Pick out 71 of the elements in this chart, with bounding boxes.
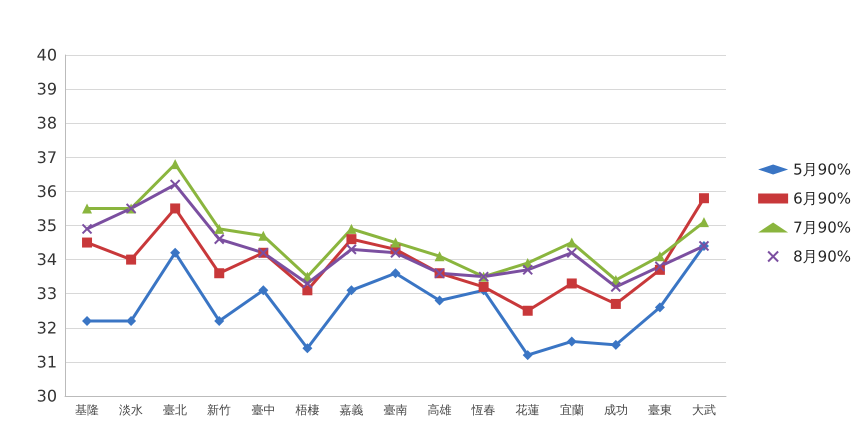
point [346, 234, 356, 244]
point [654, 302, 665, 312]
x-tick-label: 淡水 [119, 403, 144, 417]
point [522, 264, 534, 276]
legend-label: 6月90% [793, 190, 852, 208]
point [566, 336, 577, 346]
x-tick-label: 嘉義 [339, 403, 364, 417]
y-tick-label: 40 [36, 46, 57, 64]
x-tick-label: 臺北 [163, 403, 188, 417]
point [346, 244, 357, 255]
point [170, 159, 180, 170]
point [258, 285, 268, 296]
point [82, 238, 92, 248]
point [390, 238, 400, 248]
x-tick-label: 臺南 [384, 403, 408, 417]
point [214, 316, 224, 326]
x-tick-label: 新竹 [207, 403, 232, 417]
y-tick-label: 31 [36, 352, 57, 372]
y-tick-label: 39 [36, 80, 57, 99]
x-tick-label: 宜蘭 [560, 403, 584, 417]
point [698, 217, 709, 228]
x-tick-label: 臺中 [251, 403, 276, 417]
point [698, 193, 709, 204]
point [390, 247, 401, 258]
point [522, 306, 533, 316]
point [258, 230, 268, 241]
x-tick-label: 基隆 [75, 403, 100, 417]
point [522, 350, 533, 360]
y-tick-label: 32 [36, 318, 57, 338]
point [610, 298, 621, 309]
point [214, 224, 224, 234]
point [82, 203, 92, 214]
point [566, 278, 577, 288]
point [170, 179, 181, 190]
point [170, 203, 180, 214]
point [214, 234, 225, 245]
x-tick-label: 恆春 [470, 403, 496, 417]
point [170, 248, 180, 258]
point [434, 251, 445, 262]
y-tick-label: 38 [36, 114, 57, 133]
x-tick-label: 成功 [604, 403, 628, 417]
legend-label: 8月90% [793, 248, 852, 266]
point [82, 223, 93, 234]
legend-label: 7月90% [793, 218, 852, 236]
point [434, 296, 445, 306]
point [566, 238, 577, 248]
point [654, 251, 665, 262]
y-tick-label: 30 [36, 386, 57, 406]
x-tick-label: 臺東 [648, 403, 672, 417]
point [302, 278, 313, 289]
point [214, 268, 224, 278]
point [346, 285, 356, 296]
point [126, 316, 136, 326]
point [566, 247, 578, 258]
legend-label: 5月90% [793, 160, 852, 178]
x-tick-label: 大武 [692, 403, 716, 417]
point [654, 260, 666, 272]
point [610, 340, 621, 350]
point [126, 254, 136, 265]
x-tick-label: 梧棲 [294, 403, 320, 417]
point [478, 282, 489, 292]
x-tick-label: 花蓮 [516, 403, 540, 417]
y-tick-label: 36 [36, 182, 57, 201]
x-tick-label: 高雄 [428, 403, 452, 417]
y-tick-label: 37 [36, 148, 57, 167]
point [610, 281, 622, 292]
y-tick-label: 34 [36, 250, 57, 270]
point [390, 268, 400, 278]
y-tick-label: 35 [36, 216, 57, 235]
point [302, 343, 312, 354]
y-tick-label: 33 [36, 284, 57, 304]
